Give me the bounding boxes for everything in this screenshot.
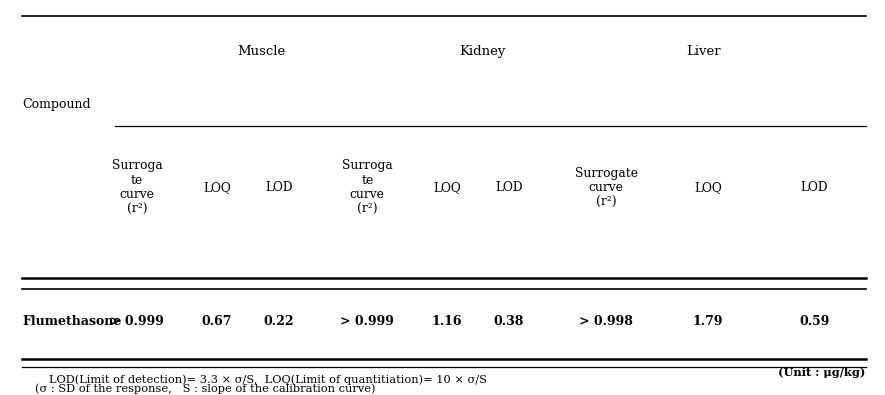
- Text: Surroga
te
curve
(r²): Surroga te curve (r²): [112, 159, 163, 216]
- Text: LOD: LOD: [495, 181, 523, 194]
- Text: LOD: LOD: [265, 181, 293, 194]
- Text: > 0.999: > 0.999: [111, 316, 164, 328]
- Text: 1.16: 1.16: [432, 316, 462, 328]
- Text: Muscle: Muscle: [237, 45, 285, 58]
- Text: Surroga
te
curve
(r²): Surroga te curve (r²): [342, 159, 393, 216]
- Text: (σ : SD of the response,   S : slope of the calibration curve): (σ : SD of the response, S : slope of th…: [35, 384, 376, 394]
- Text: 0.59: 0.59: [799, 316, 829, 328]
- Text: Compound: Compound: [22, 98, 91, 111]
- Text: > 0.998: > 0.998: [580, 316, 633, 328]
- Text: LOD(Limit of detection)= 3.3 × σ/S,  LOQ(Limit of quantitiation)= 10 × σ/S: LOD(Limit of detection)= 3.3 × σ/S, LOQ(…: [49, 375, 487, 385]
- Text: 0.38: 0.38: [494, 316, 524, 328]
- Text: Kidney: Kidney: [459, 45, 505, 58]
- Text: Flumethasone: Flumethasone: [22, 316, 121, 328]
- Text: (Unit : μg/kg): (Unit : μg/kg): [778, 367, 866, 378]
- Text: 1.79: 1.79: [693, 316, 723, 328]
- Text: Surrogate
curve
(r²): Surrogate curve (r²): [574, 167, 638, 209]
- Text: LOQ: LOQ: [203, 181, 231, 194]
- Text: LOQ: LOQ: [433, 181, 461, 194]
- Text: Liver: Liver: [686, 45, 721, 58]
- Text: LOD: LOD: [800, 181, 828, 194]
- Text: > 0.999: > 0.999: [341, 316, 394, 328]
- Text: 0.22: 0.22: [264, 316, 294, 328]
- Text: 0.67: 0.67: [202, 316, 232, 328]
- Text: LOQ: LOQ: [694, 181, 722, 194]
